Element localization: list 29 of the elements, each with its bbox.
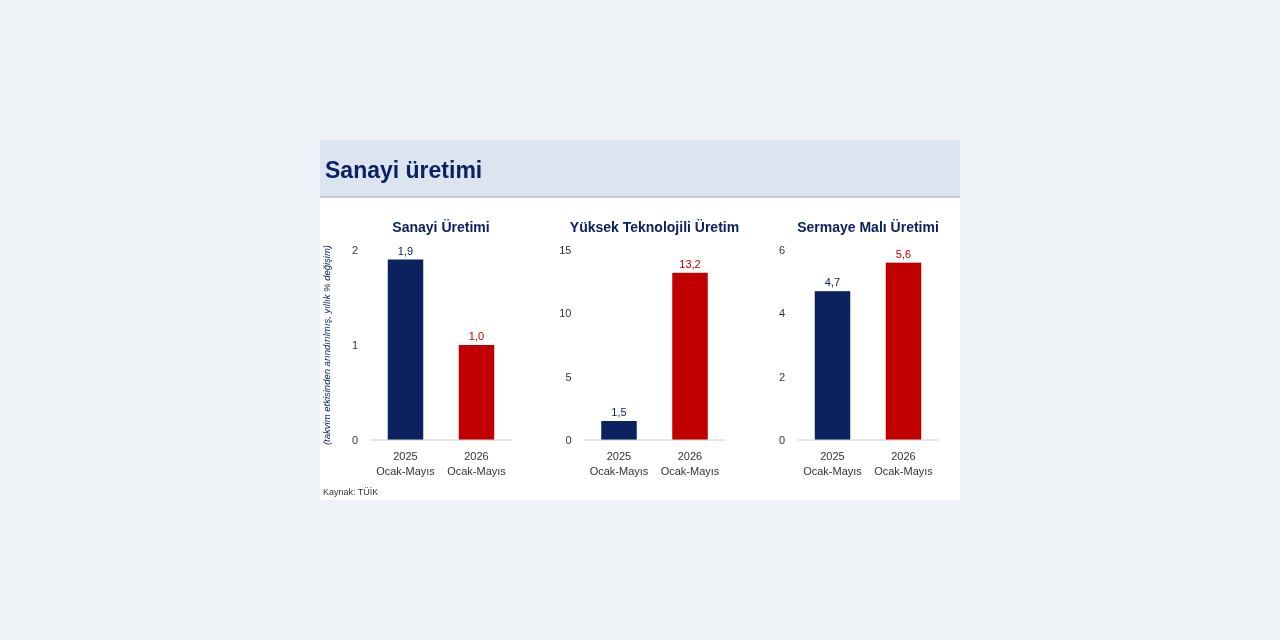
y-tick-label: 4 [778, 307, 785, 320]
data-label: 1,0 [468, 330, 485, 342]
y-tick-label: 6 [778, 243, 785, 256]
chart-title: Yüksek Teknolojili Üretim [569, 219, 740, 235]
x-tick-label: 2026 Ocak-Mayıs [874, 450, 934, 477]
chart-title: Sanayi Üretimi [392, 219, 490, 235]
y-tick-label: 2 [778, 370, 785, 383]
data-label: 5,6 [895, 247, 912, 260]
y-tick-label: 0 [778, 433, 785, 446]
data-label: 13,2 [679, 257, 701, 270]
y-tick-label: 10 [559, 307, 572, 320]
y-tick-label: 0 [351, 433, 358, 446]
data-label: 1,9 [397, 244, 414, 257]
text: Sanayi üretimi [325, 157, 483, 183]
data-label: 4,7 [824, 276, 841, 289]
chart-title: Sermaye Malı Üretimi [797, 219, 939, 235]
y-tick-label: 15 [559, 243, 572, 256]
y-axis-title: (takvim etkisinden arındırılmış, yıllık % değişim) [321, 244, 332, 446]
y-tick-label: 5 [565, 370, 572, 383]
x-tick-label: 2026 Ocak-Mayıs [660, 450, 720, 477]
x-tick-label: 2025 Ocak-Mayıs [803, 450, 863, 477]
y-tick-label: 0 [565, 433, 572, 446]
x-tick-label: 2025 Ocak-Mayıs [589, 450, 649, 477]
text: Kaynak: TÜİK [323, 487, 379, 497]
x-tick-label: 2025 Ocak-Mayıs [376, 450, 436, 477]
y-tick-label: 2 [351, 243, 358, 256]
y-tick-label: 1 [351, 338, 358, 351]
x-tick-label: 2026 Ocak-Mayıs [447, 450, 507, 477]
data-label: 1,5 [611, 406, 627, 418]
